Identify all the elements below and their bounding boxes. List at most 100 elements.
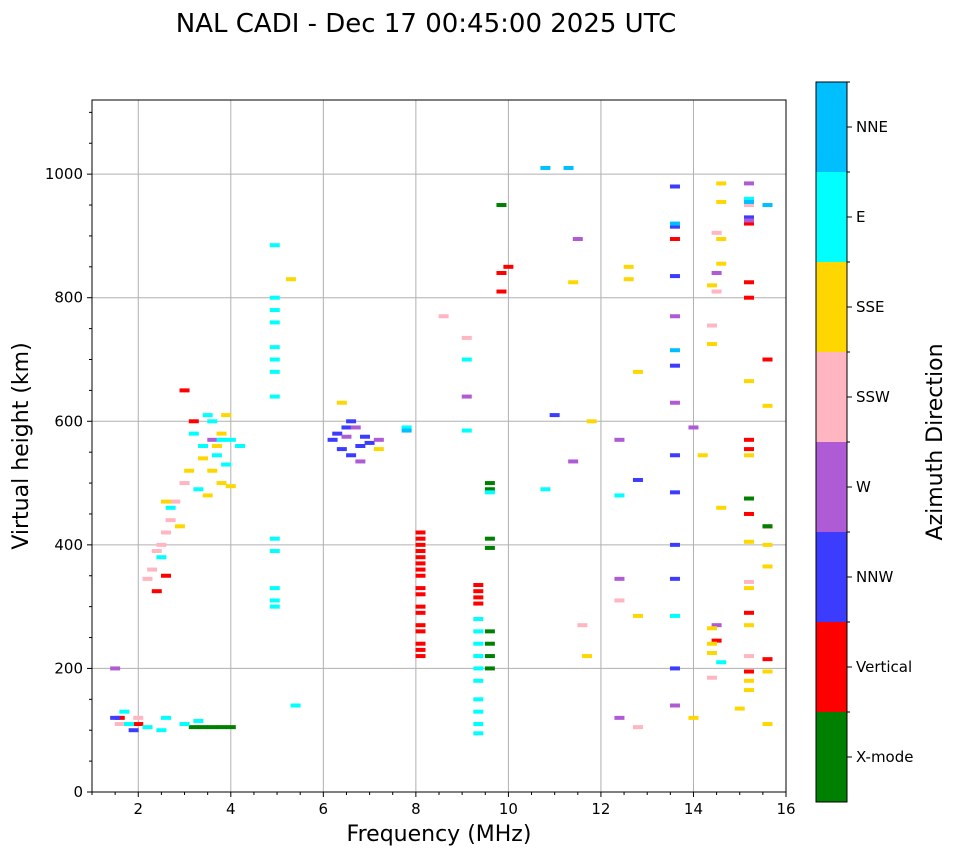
data-point-sse bbox=[762, 564, 773, 569]
data-point-w bbox=[350, 425, 361, 430]
data-point-sse bbox=[225, 484, 236, 489]
data-point-nnw bbox=[359, 434, 370, 439]
data-point-ssw bbox=[156, 542, 167, 547]
y-tick-label: 400 bbox=[54, 536, 83, 554]
data-point-ssw bbox=[711, 289, 722, 294]
data-point-e bbox=[207, 419, 218, 424]
data-point-e bbox=[540, 487, 551, 492]
data-point-sse bbox=[762, 403, 773, 408]
data-point-x-mode bbox=[484, 654, 495, 659]
data-point-x-mode bbox=[743, 496, 754, 501]
colorbar-tick-label: E bbox=[856, 208, 865, 226]
data-point-vertical bbox=[762, 357, 773, 362]
data-point-x-mode bbox=[762, 524, 773, 529]
data-point-e bbox=[269, 369, 280, 374]
data-point-w bbox=[568, 459, 579, 464]
data-point-vertical bbox=[762, 657, 773, 662]
data-point-sse bbox=[716, 505, 727, 510]
data-point-e bbox=[124, 722, 135, 727]
data-point-e bbox=[269, 357, 280, 362]
data-point-vertical bbox=[743, 437, 754, 442]
data-point-vertical bbox=[415, 530, 426, 535]
data-point-e bbox=[156, 555, 167, 560]
data-point-vertical bbox=[188, 419, 199, 424]
data-point-nnw bbox=[346, 453, 357, 458]
data-point-ssw bbox=[179, 481, 190, 486]
data-point-e bbox=[269, 586, 280, 591]
data-point-nnw bbox=[669, 576, 680, 581]
data-point-e bbox=[269, 536, 280, 541]
data-point-vertical bbox=[415, 592, 426, 597]
data-point-w bbox=[461, 394, 472, 399]
x-tick-label: 14 bbox=[684, 800, 703, 818]
data-point-e bbox=[216, 437, 227, 442]
data-point-sse bbox=[623, 277, 634, 282]
data-point-vertical bbox=[503, 264, 514, 269]
data-point-sse bbox=[716, 261, 727, 266]
data-point-w bbox=[341, 434, 352, 439]
data-point-e bbox=[473, 617, 484, 621]
colorbar-tick-label: Vertical bbox=[856, 658, 912, 676]
data-point-nnw bbox=[632, 477, 643, 482]
data-point-sse bbox=[174, 524, 185, 529]
data-point-vertical bbox=[415, 536, 426, 541]
x-tick-label: 10 bbox=[499, 800, 518, 818]
data-point-sse bbox=[373, 447, 384, 452]
data-point-ssw bbox=[711, 230, 722, 235]
data-point-x-mode bbox=[225, 725, 236, 730]
data-point-nnw bbox=[669, 542, 680, 547]
data-point-sse bbox=[632, 613, 643, 618]
data-point-nnw bbox=[128, 728, 139, 733]
data-point-e bbox=[269, 345, 280, 350]
data-point-ssw bbox=[614, 598, 625, 603]
data-point-ssw bbox=[743, 579, 754, 584]
data-point-vertical bbox=[669, 237, 680, 242]
data-point-vertical bbox=[415, 623, 426, 628]
data-point-vertical bbox=[711, 638, 722, 643]
data-point-w bbox=[711, 623, 722, 628]
data-point-nne bbox=[762, 203, 773, 208]
data-point-e bbox=[473, 666, 484, 671]
data-point-x-mode bbox=[484, 666, 495, 671]
data-point-e bbox=[473, 731, 484, 736]
data-point-vertical bbox=[496, 271, 507, 275]
data-point-w bbox=[743, 181, 754, 186]
plot-background bbox=[92, 100, 786, 792]
data-point-sse bbox=[688, 715, 699, 720]
x-tick-label: 2 bbox=[133, 800, 143, 818]
data-point-e bbox=[156, 728, 167, 733]
data-point-sse bbox=[706, 283, 717, 288]
data-points bbox=[110, 165, 773, 736]
data-point-e bbox=[211, 453, 222, 458]
data-point-w bbox=[572, 237, 583, 242]
data-point-e bbox=[269, 320, 280, 325]
data-point-w bbox=[669, 314, 680, 319]
data-point-nne bbox=[540, 165, 551, 170]
y-tick-label: 1000 bbox=[45, 165, 83, 183]
data-point-vertical bbox=[743, 447, 754, 452]
colorbar-label: Azimuth Direction bbox=[923, 343, 948, 540]
data-point-nnw bbox=[669, 274, 680, 279]
data-point-ssw bbox=[438, 314, 449, 319]
data-point-sse bbox=[716, 237, 727, 242]
data-point-x-mode bbox=[216, 725, 227, 730]
data-point-ssw bbox=[133, 715, 144, 720]
data-point-vertical bbox=[415, 555, 426, 560]
data-point-ssw bbox=[151, 549, 162, 554]
data-point-sse bbox=[216, 431, 227, 436]
data-point-sse bbox=[706, 641, 717, 646]
data-point-vertical bbox=[415, 610, 426, 615]
data-point-e bbox=[290, 703, 301, 708]
data-point-nnw bbox=[341, 425, 352, 430]
data-point-nnw bbox=[346, 419, 357, 424]
data-point-e bbox=[269, 308, 280, 313]
colorbar-frame bbox=[815, 81, 848, 803]
y-axis-label: Virtual height (km) bbox=[9, 342, 34, 549]
data-point-sse bbox=[762, 722, 773, 727]
data-point-sse bbox=[716, 181, 727, 186]
data-point-ssw bbox=[165, 518, 176, 523]
y-tick-label: 800 bbox=[54, 289, 83, 307]
data-point-sse bbox=[706, 626, 717, 631]
colorbar-segment-x-mode bbox=[816, 712, 847, 802]
data-point-vertical bbox=[415, 641, 426, 646]
